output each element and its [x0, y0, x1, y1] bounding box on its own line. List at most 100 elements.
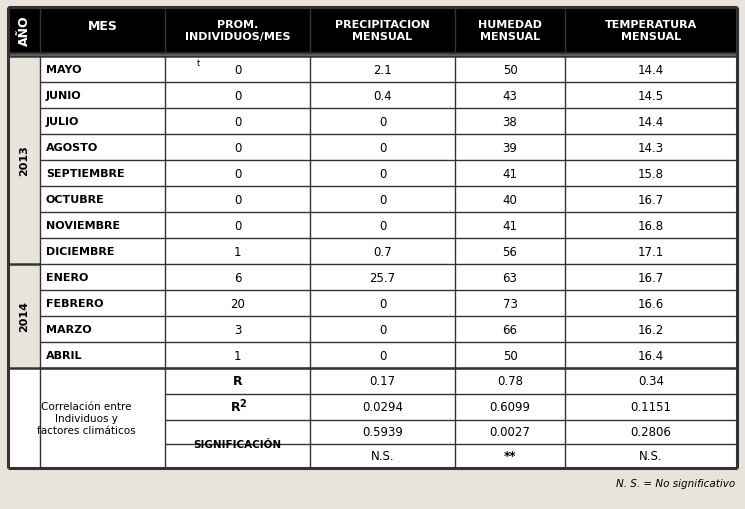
- Text: 14.4: 14.4: [638, 64, 664, 76]
- Text: R: R: [231, 401, 241, 414]
- Text: 0: 0: [378, 193, 386, 206]
- Bar: [40, 291, 737, 317]
- Text: 73: 73: [503, 297, 518, 310]
- Text: R: R: [232, 375, 242, 388]
- Text: 0: 0: [234, 64, 241, 76]
- Text: **: **: [504, 449, 516, 463]
- Bar: [40, 239, 737, 265]
- Text: MENSUAL: MENSUAL: [352, 32, 413, 42]
- Text: TEMPERATURA: TEMPERATURA: [605, 20, 697, 30]
- Text: MES: MES: [88, 20, 118, 34]
- Bar: [165, 394, 737, 420]
- Text: 16.6: 16.6: [638, 297, 664, 310]
- Text: 16.7: 16.7: [638, 193, 664, 206]
- Text: 17.1: 17.1: [638, 245, 664, 258]
- Text: 0.0027: 0.0027: [489, 426, 530, 439]
- Text: 3: 3: [234, 323, 241, 336]
- Text: 41: 41: [502, 167, 518, 180]
- Bar: [165, 369, 737, 394]
- Text: SEPTIEMBRE: SEPTIEMBRE: [46, 168, 124, 179]
- Bar: [8, 57, 40, 265]
- Text: 0.2806: 0.2806: [630, 426, 671, 439]
- Text: 0.5939: 0.5939: [362, 426, 403, 439]
- Text: 0.7: 0.7: [373, 245, 392, 258]
- Text: 14.3: 14.3: [638, 141, 664, 154]
- Text: 0: 0: [378, 167, 386, 180]
- Text: 16.7: 16.7: [638, 271, 664, 284]
- Text: SIGNIFICACIÓN: SIGNIFICACIÓN: [194, 439, 282, 449]
- Text: 2014: 2014: [19, 301, 29, 332]
- Bar: [40, 213, 737, 239]
- Text: 25.7: 25.7: [370, 271, 396, 284]
- Text: 20: 20: [230, 297, 245, 310]
- Text: 2: 2: [239, 398, 246, 408]
- Text: 0: 0: [378, 141, 386, 154]
- Text: 0.78: 0.78: [497, 375, 523, 388]
- Bar: [40, 317, 737, 343]
- Text: AGOSTO: AGOSTO: [46, 143, 98, 153]
- Text: 43: 43: [503, 89, 518, 102]
- Text: 0.6099: 0.6099: [489, 401, 530, 414]
- Text: N.S.: N.S.: [371, 449, 394, 463]
- Bar: [40, 83, 737, 109]
- Text: 56: 56: [503, 245, 518, 258]
- Bar: [8, 369, 165, 468]
- Bar: [40, 109, 737, 135]
- Text: 0.1151: 0.1151: [630, 401, 671, 414]
- Text: 66: 66: [502, 323, 518, 336]
- Text: 6: 6: [234, 271, 241, 284]
- Text: ABRIL: ABRIL: [46, 350, 83, 360]
- Text: 0.17: 0.17: [370, 375, 396, 388]
- Bar: [40, 57, 737, 83]
- Text: t: t: [197, 60, 200, 68]
- Text: 0: 0: [378, 297, 386, 310]
- Text: 50: 50: [503, 64, 517, 76]
- Text: 15.8: 15.8: [638, 167, 664, 180]
- Text: 0.34: 0.34: [638, 375, 664, 388]
- Text: HUMEDAD: HUMEDAD: [478, 20, 542, 30]
- Text: 63: 63: [503, 271, 518, 284]
- Text: 0: 0: [234, 115, 241, 128]
- Text: PROM.: PROM.: [217, 20, 258, 30]
- Text: 0: 0: [378, 219, 386, 232]
- Text: 16.2: 16.2: [638, 323, 664, 336]
- Bar: [40, 135, 737, 161]
- Text: 0: 0: [234, 219, 241, 232]
- Text: 41: 41: [502, 219, 518, 232]
- Text: MENSUAL: MENSUAL: [621, 32, 681, 42]
- Text: 14.5: 14.5: [638, 89, 664, 102]
- Text: 14.4: 14.4: [638, 115, 664, 128]
- Text: 39: 39: [503, 141, 518, 154]
- Text: 0.0294: 0.0294: [362, 401, 403, 414]
- Bar: [40, 161, 737, 187]
- Text: N. S. = No significativo: N. S. = No significativo: [616, 478, 735, 488]
- Text: 16.8: 16.8: [638, 219, 664, 232]
- Text: 0: 0: [378, 349, 386, 362]
- Text: 2013: 2013: [19, 146, 29, 176]
- Text: DICIEMBRE: DICIEMBRE: [46, 246, 115, 257]
- Text: NOVIEMBRE: NOVIEMBRE: [46, 220, 120, 231]
- Text: 38: 38: [503, 115, 517, 128]
- Text: 0: 0: [234, 193, 241, 206]
- Text: ENERO: ENERO: [46, 272, 89, 282]
- Text: MARZO: MARZO: [46, 324, 92, 334]
- Text: 40: 40: [503, 193, 518, 206]
- Bar: [165, 420, 737, 468]
- Text: JULIO: JULIO: [46, 117, 80, 127]
- Text: 0: 0: [234, 141, 241, 154]
- Text: N.S.: N.S.: [639, 449, 663, 463]
- Text: 0.4: 0.4: [373, 89, 392, 102]
- Text: MAYO: MAYO: [46, 65, 81, 75]
- Text: INDIVIDUOS/MES: INDIVIDUOS/MES: [185, 32, 291, 42]
- Text: Correlación entre
Individuos y
factores climáticos: Correlación entre Individuos y factores …: [37, 402, 136, 435]
- Text: FEBRERO: FEBRERO: [46, 298, 104, 308]
- Text: 0: 0: [378, 323, 386, 336]
- Bar: [8, 8, 737, 54]
- Bar: [40, 265, 737, 291]
- Text: PRECIPITACION: PRECIPITACION: [335, 20, 430, 30]
- Text: 0: 0: [378, 115, 386, 128]
- Bar: [8, 265, 40, 369]
- Bar: [40, 343, 737, 369]
- Text: MENSUAL: MENSUAL: [480, 32, 540, 42]
- Text: 0: 0: [234, 167, 241, 180]
